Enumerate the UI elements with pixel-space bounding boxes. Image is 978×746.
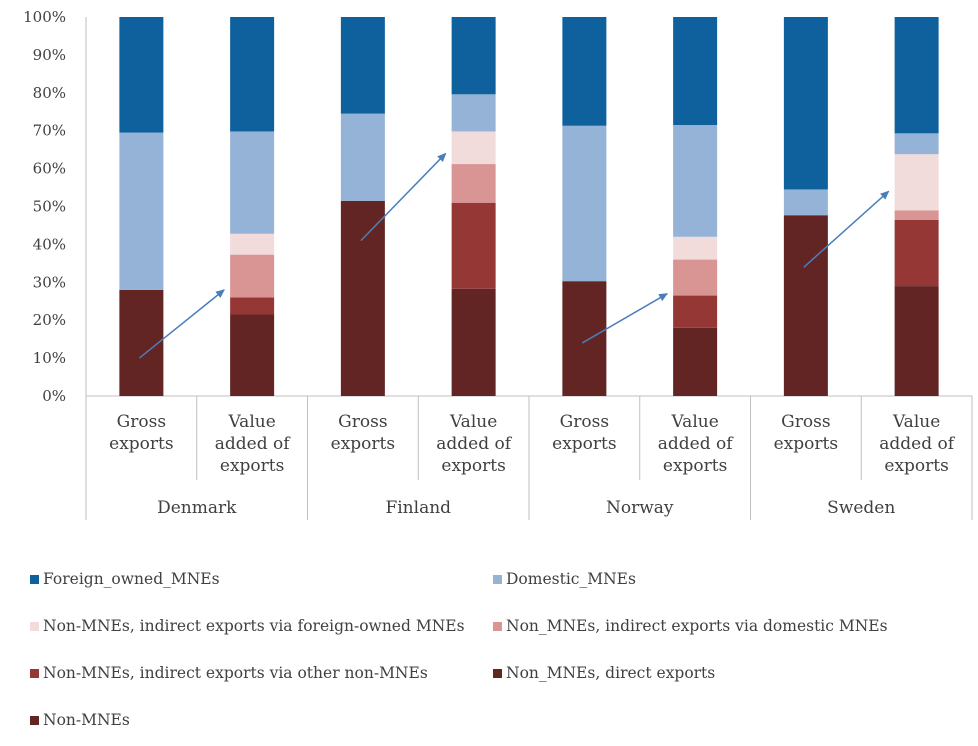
legend-label: Non-MNEs bbox=[43, 711, 130, 729]
bar-segment bbox=[562, 281, 607, 396]
bar-segment bbox=[673, 17, 718, 126]
bar-segment bbox=[894, 219, 939, 287]
y-tick-label: 50% bbox=[33, 198, 66, 216]
legend-label: Non-MNEs, indirect exports via other non… bbox=[43, 664, 428, 682]
bar-segment bbox=[783, 215, 828, 396]
x-category-label: exports bbox=[884, 456, 948, 476]
x-category-label: added of bbox=[658, 434, 734, 454]
bar-segment bbox=[230, 254, 275, 298]
x-category-label: exports bbox=[331, 434, 395, 454]
x-category-label: added of bbox=[215, 434, 291, 454]
bar-segment bbox=[230, 297, 275, 315]
trend-arrow bbox=[138, 289, 225, 359]
y-tick-label: 60% bbox=[33, 160, 66, 178]
bar-segment bbox=[451, 164, 496, 203]
legend-swatch bbox=[493, 621, 502, 631]
x-category-label: Gross bbox=[117, 412, 166, 432]
x-category-label: Value bbox=[892, 412, 940, 432]
legend-item: Non_MNEs, indirect exports via domestic … bbox=[493, 617, 888, 635]
x-category-label: Value bbox=[670, 412, 718, 432]
bar-segment bbox=[230, 17, 275, 132]
y-tick-label: 70% bbox=[33, 122, 66, 140]
x-group-label: Finland bbox=[385, 498, 451, 518]
bar-segment bbox=[230, 233, 275, 255]
x-group-label: Sweden bbox=[827, 498, 895, 518]
trend-arrow bbox=[360, 152, 447, 242]
y-tick-label: 20% bbox=[33, 311, 66, 329]
bar-segment bbox=[673, 259, 718, 296]
x-category-label: exports bbox=[552, 434, 616, 454]
y-tick-label: 100% bbox=[23, 8, 66, 26]
y-tick-label: 40% bbox=[33, 235, 66, 253]
bar-segment bbox=[451, 17, 496, 95]
legend-item: Foreign_owned_MNEs bbox=[30, 570, 220, 588]
legend-label: Foreign_owned_MNEs bbox=[43, 570, 220, 588]
x-category-label: exports bbox=[663, 456, 727, 476]
x-category-label: Gross bbox=[781, 412, 830, 432]
bar-segment bbox=[451, 202, 496, 289]
bar-segment bbox=[451, 288, 496, 396]
bar-segment bbox=[119, 17, 164, 133]
legend-swatch bbox=[30, 668, 39, 678]
bar-segment bbox=[783, 17, 828, 190]
x-category-label: Value bbox=[227, 412, 275, 432]
x-category-label: exports bbox=[220, 456, 284, 476]
bar-segment bbox=[451, 94, 496, 132]
bar-segment bbox=[451, 131, 496, 165]
legend-item: Non-MNEs bbox=[30, 711, 130, 729]
x-category-label: added of bbox=[879, 434, 955, 454]
legend-swatch bbox=[493, 668, 502, 678]
bar-segment bbox=[119, 289, 164, 396]
bar-segment bbox=[673, 125, 718, 237]
legend-swatch bbox=[30, 621, 39, 631]
y-tick-label: 80% bbox=[33, 84, 66, 102]
legend-label: Non_MNEs, indirect exports via domestic … bbox=[506, 617, 888, 635]
x-category-label: Value bbox=[449, 412, 497, 432]
bar-segment bbox=[894, 154, 939, 211]
x-group-label: Norway bbox=[606, 498, 674, 518]
bar-segment bbox=[894, 286, 939, 396]
bar-segment bbox=[340, 17, 385, 114]
x-category-label: exports bbox=[109, 434, 173, 454]
y-tick-label: 90% bbox=[33, 46, 66, 64]
x-category-label: added of bbox=[436, 434, 512, 454]
legend-item: Non_MNEs, direct exports bbox=[493, 664, 715, 682]
bar-segment bbox=[673, 295, 718, 328]
legend-swatch bbox=[30, 715, 39, 725]
legend-item: Non-MNEs, indirect exports via other non… bbox=[30, 664, 428, 682]
bar-segment bbox=[783, 189, 828, 216]
bar-segment bbox=[119, 132, 164, 290]
bar-segment bbox=[894, 210, 939, 220]
x-category-label: Gross bbox=[560, 412, 609, 432]
trend-arrow bbox=[803, 190, 890, 268]
bar-segment bbox=[340, 113, 385, 201]
bar-segment bbox=[673, 236, 718, 260]
x-category-label: exports bbox=[774, 434, 838, 454]
x-category-label: Gross bbox=[338, 412, 387, 432]
bar-segment bbox=[230, 131, 275, 234]
bar-segment bbox=[562, 125, 607, 282]
trend-arrow bbox=[581, 293, 668, 344]
x-group-label: Denmark bbox=[157, 498, 237, 518]
legend-label: Non_MNEs, direct exports bbox=[506, 664, 716, 682]
legend-swatch bbox=[493, 574, 502, 584]
bar-segment bbox=[340, 200, 385, 396]
legend-item: Domestic_MNEs bbox=[493, 570, 636, 588]
bar-segment bbox=[673, 327, 718, 396]
y-tick-label: 0% bbox=[42, 387, 66, 405]
bar-segment bbox=[230, 314, 275, 396]
x-category-label: exports bbox=[441, 456, 505, 476]
y-tick-label: 30% bbox=[33, 273, 66, 291]
legend-label: Non-MNEs, indirect exports via foreign-o… bbox=[43, 617, 465, 635]
legend-swatch bbox=[30, 574, 39, 584]
y-tick-label: 10% bbox=[33, 349, 66, 367]
stacked-bar-chart: 0%10%20%30%40%50%60%70%80%90%100%Grossex… bbox=[23, 8, 973, 520]
bar-segment bbox=[894, 133, 939, 155]
legend-item: Non-MNEs, indirect exports via foreign-o… bbox=[30, 617, 465, 635]
bar-segment bbox=[562, 17, 607, 126]
bar-segment bbox=[894, 17, 939, 134]
legend-label: Domestic_MNEs bbox=[506, 570, 636, 588]
